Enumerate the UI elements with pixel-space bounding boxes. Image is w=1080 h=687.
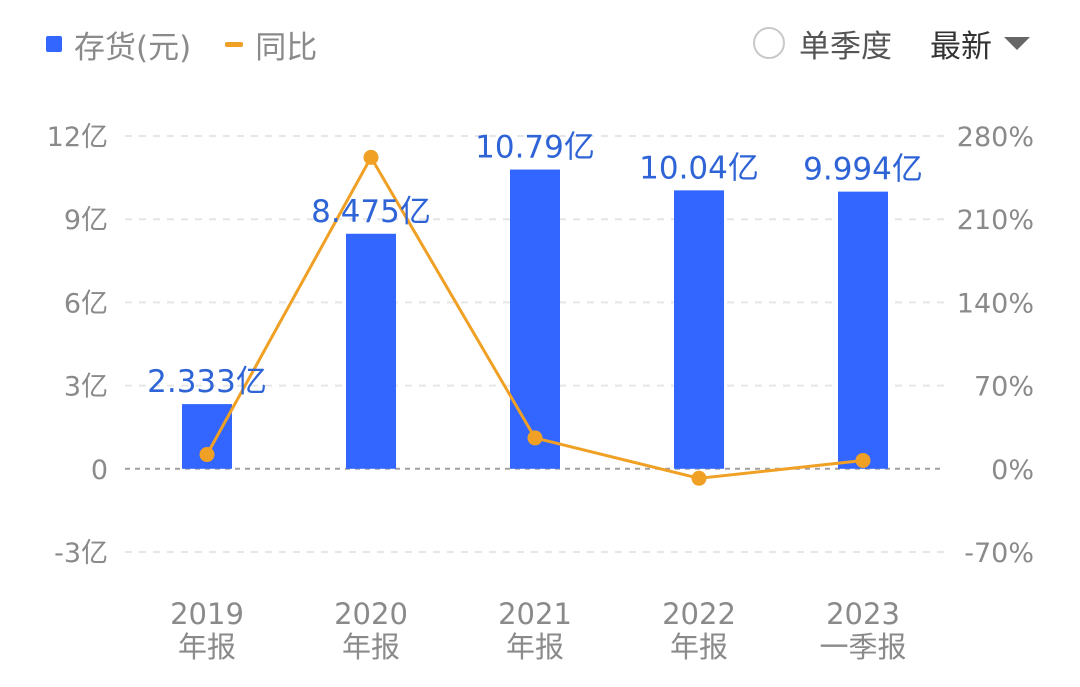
x-axis-category-label-line: 一季报 [819, 630, 906, 664]
period-dropdown-value[interactable]: 最新 [930, 28, 992, 65]
x-axis-category-label-line: 年报 [342, 630, 400, 664]
legend-item-yoy[interactable]: 同比 [225, 22, 317, 67]
bar [510, 169, 560, 469]
bar-data-label: 8.475亿 [311, 194, 431, 230]
right-axis-tick-label: 280% [957, 122, 1034, 153]
yoy-point [527, 430, 543, 446]
bar-data-label: 10.79亿 [475, 130, 595, 166]
legend-label-yoy: 同比 [255, 29, 318, 66]
x-axis-category-label: 2023 一季报 [819, 597, 906, 664]
x-axis-category-label-line: 2022 [662, 597, 736, 631]
x-axis-category-label: 2019 年报 [170, 597, 244, 664]
right-axis-tick-label: 210% [957, 205, 1034, 236]
legend-label-inventory: 存货(元) [74, 29, 192, 66]
left-axis-tick-label: 0 [91, 455, 108, 486]
right-axis-tick-label: 140% [957, 288, 1034, 319]
bar-data-label: 9.994亿 [803, 152, 923, 188]
legend-item-inventory[interactable]: 存货(元) [46, 22, 191, 67]
bar [346, 233, 396, 469]
x-axis-category-label: 2022 年报 [662, 597, 736, 664]
x-axis-category-label-line: 2021 [498, 597, 572, 631]
right-axis-tick-label: -70% [964, 538, 1034, 569]
line-layer [199, 149, 871, 486]
quarter-radio-button[interactable] [753, 27, 785, 59]
x-axis-category-label-line: 年报 [506, 630, 564, 664]
chart-controls: 单季度 最新 [753, 20, 1030, 66]
period-dropdown[interactable]: 最新 [930, 21, 1030, 66]
right-axis-tick-label: 70% [974, 372, 1034, 403]
yoy-point [855, 452, 871, 468]
yoy-point [691, 470, 707, 486]
left-axis-tick-label: -3亿 [54, 538, 108, 569]
x-axis-category-label: 2020 年报 [334, 597, 408, 664]
left-axis-tick-label: 6亿 [64, 288, 108, 319]
x-axis-category-label-line: 2023 [826, 597, 900, 631]
left-axis-tick-label: 12亿 [47, 122, 108, 153]
x-axis-category-label: 2021 年报 [498, 597, 572, 664]
bar [838, 191, 888, 469]
bar [674, 190, 724, 469]
quarter-toggle-label[interactable]: 单季度 [799, 28, 892, 65]
bar-data-label: 10.04亿 [639, 150, 759, 186]
chevron-down-icon[interactable] [1004, 36, 1030, 50]
bar-data-label: 2.333亿 [147, 364, 267, 400]
x-axis-category-label-line: 2019 [170, 597, 244, 631]
left-axis-tick-label: 9亿 [64, 205, 108, 236]
x-axis-category-label-line: 年报 [178, 630, 236, 664]
bar-swatch-icon [46, 36, 62, 52]
bar-layer [182, 169, 888, 469]
label-layer: 2.333亿 8.475亿 10.79亿 10.04亿 9.994亿 [147, 130, 923, 401]
yoy-point [199, 447, 215, 463]
x-axis-category-label-line: 年报 [670, 630, 728, 664]
x-axis-category-label-line: 2020 [334, 597, 408, 631]
left-axis-tick-label: 3亿 [64, 372, 108, 403]
chart-legend: 存货(元) 同比 [46, 22, 351, 66]
yoy-point [363, 149, 379, 165]
right-axis-tick-label: 0% [991, 455, 1034, 486]
line-swatch-icon [225, 41, 244, 47]
